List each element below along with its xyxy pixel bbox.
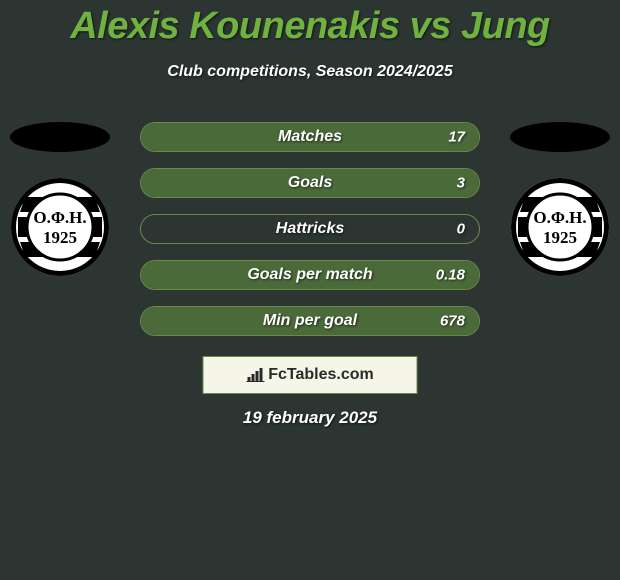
stat-row: Min per goal 678	[140, 306, 480, 336]
stat-row: Matches 17	[140, 122, 480, 152]
player-shadow-left	[10, 122, 110, 152]
player-shadow-right	[510, 122, 610, 152]
stat-value: 0.18	[436, 267, 465, 284]
page-title: Alexis Kounenakis vs Jung	[0, 0, 620, 48]
club-year-left: 1925	[43, 228, 77, 247]
stat-value: 17	[448, 129, 465, 146]
club-logo-right: O.Φ.H. 1925	[510, 177, 610, 277]
stat-label: Min per goal	[263, 312, 357, 330]
stat-label: Matches	[278, 128, 342, 146]
club-right: O.Φ.H. 1925	[510, 122, 610, 277]
branding-box: FcTables.com	[203, 356, 418, 394]
stat-label: Goals	[288, 174, 332, 192]
club-abbrev-left: O.Φ.H.	[33, 208, 86, 227]
stat-label: Goals per match	[247, 266, 372, 284]
stats-panel: Matches 17 Goals 3 Hattricks 0 Goals per match…	[140, 122, 480, 352]
stat-label: Hattricks	[276, 220, 344, 238]
club-logo-left: O.Φ.H. 1925	[10, 177, 110, 277]
stat-value: 0	[457, 221, 465, 238]
chart-icon	[246, 368, 264, 382]
stat-row: Hattricks 0	[140, 214, 480, 244]
stat-value: 3	[457, 175, 465, 192]
stat-value: 678	[440, 313, 465, 330]
club-left: O.Φ.H. 1925	[10, 122, 110, 277]
stat-row: Goals per match 0.18	[140, 260, 480, 290]
club-abbrev-right: O.Φ.H.	[533, 208, 586, 227]
stat-row: Goals 3	[140, 168, 480, 198]
club-year-right: 1925	[543, 228, 577, 247]
subtitle: Club competitions, Season 2024/2025	[0, 63, 620, 81]
branding-text: FcTables.com	[268, 366, 374, 384]
date-text: 19 february 2025	[0, 408, 620, 428]
